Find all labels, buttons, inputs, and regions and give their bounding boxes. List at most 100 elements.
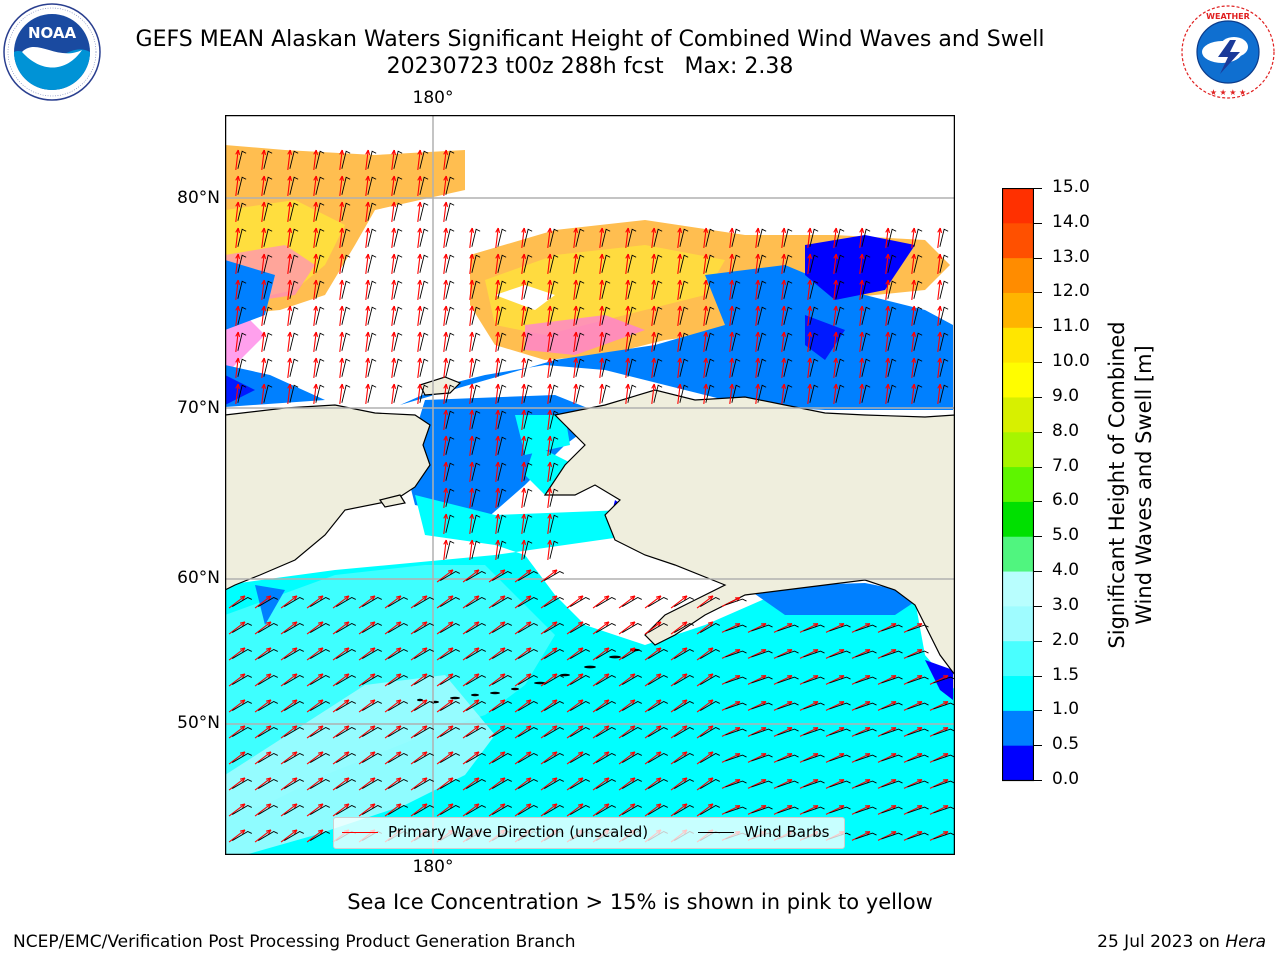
wave-direction-arrowhead <box>469 331 475 338</box>
wind-barb <box>492 596 512 607</box>
wind-barb <box>674 726 694 737</box>
wind-barb <box>549 306 559 325</box>
wave-direction-arrow <box>670 751 688 765</box>
wave-direction-arrowhead <box>313 175 319 182</box>
wave-direction-arrow <box>514 673 532 687</box>
wind-barb <box>523 228 533 247</box>
wave-direction-arrowhead <box>911 357 917 364</box>
wave-direction-arrowhead <box>651 227 657 234</box>
colorbar-tick-label: 1.0 <box>1052 699 1080 720</box>
wave-direction-arrow <box>391 358 395 378</box>
wind-barb <box>497 254 507 273</box>
wave-direction-arrowhead <box>261 331 267 338</box>
wind-barb <box>466 570 486 581</box>
wind-barb <box>751 676 773 684</box>
colorbar-segment <box>1002 675 1034 711</box>
wave-direction-arrowhead <box>885 331 891 338</box>
wave-direction-arrowhead <box>577 647 584 653</box>
wind-barb <box>700 596 720 607</box>
wave-direction-arrow <box>573 332 577 352</box>
wave-direction-arrowhead <box>287 383 293 390</box>
svg-text:WEATHER: WEATHER <box>1206 12 1250 21</box>
wind-barb <box>855 702 877 710</box>
wave-direction-arrow <box>313 358 317 378</box>
wind-barb <box>933 832 955 840</box>
wind-barb <box>809 254 819 273</box>
colorbar-tick-label: 1.5 <box>1052 664 1080 685</box>
wave-direction-arrowhead <box>781 331 787 338</box>
wave-direction-arrow <box>696 699 714 713</box>
wave-direction-arrowhead <box>833 357 839 364</box>
wave-direction-arrowhead <box>547 461 553 468</box>
wind-barb <box>939 254 949 273</box>
wind-barb <box>700 674 720 685</box>
wave-direction-arrow <box>495 254 499 274</box>
wave-direction-legend-label: Primary Wave Direction (unscaled) <box>388 823 649 841</box>
wind-barb <box>237 254 247 273</box>
wave-direction-arrow <box>618 803 636 817</box>
colorbar-tick-label: 11.0 <box>1052 316 1090 337</box>
wave-direction-arrowhead <box>525 621 532 627</box>
colorbar-segment <box>1002 640 1034 677</box>
wave-direction-arrow <box>729 228 733 248</box>
colorbar-segment <box>1002 466 1034 502</box>
wave-direction-arrowhead <box>547 487 553 494</box>
wave-direction-arrowhead <box>395 803 402 809</box>
wind-barb <box>549 488 559 507</box>
wind-barb <box>232 830 252 841</box>
wind-barb <box>471 358 481 377</box>
wave-direction-arrow <box>851 649 871 659</box>
wind-barb <box>679 332 689 351</box>
wind-barb <box>700 752 720 763</box>
wind-barb <box>544 596 564 607</box>
wind-barb <box>777 650 799 658</box>
wave-direction-arrow <box>306 751 324 765</box>
wind-barb <box>289 228 299 247</box>
wave-direction-arrow <box>644 621 662 635</box>
wind-barb <box>466 778 486 789</box>
wave-direction-arrowhead <box>629 777 636 783</box>
colorbar-tick-mark <box>1034 257 1042 259</box>
wave-direction-arrow <box>547 306 551 326</box>
wind-barb <box>367 176 377 195</box>
wave-direction-arrow <box>443 384 447 404</box>
wave-direction-arrow <box>521 228 525 248</box>
wave-direction-arrowhead <box>655 621 662 627</box>
wind-barb <box>393 176 403 195</box>
wave-direction-arrowhead <box>651 331 657 338</box>
wind-barb <box>310 830 330 841</box>
wave-direction-arrow <box>773 753 793 763</box>
colorbar-tick-label: 14.0 <box>1052 211 1090 232</box>
wave-direction-arrow <box>721 753 741 763</box>
wave-direction-arrow <box>703 358 707 378</box>
wind-barb <box>367 306 377 325</box>
colorbar-segment <box>1002 571 1034 607</box>
wind-barb <box>907 754 929 762</box>
wave-direction-arrowhead <box>469 487 475 494</box>
wind-barb <box>887 384 897 403</box>
wind-barb <box>549 358 559 377</box>
wind-barb <box>497 358 507 377</box>
wind-barb <box>310 622 330 633</box>
wave-direction-arrow <box>228 621 246 635</box>
wind-barb <box>341 176 351 195</box>
wind-barb <box>544 570 564 581</box>
wind-barb <box>336 778 356 789</box>
colorbar-label-line2: Wind Waves and Swell [m] <box>1132 345 1156 625</box>
wave-direction-arrow <box>540 569 558 583</box>
wave-direction-arrow <box>469 332 473 352</box>
wave-direction-arrowhead <box>551 803 558 809</box>
wave-direction-arrowhead <box>937 383 943 390</box>
wind-barb <box>575 254 585 273</box>
wave-direction-arrowhead <box>859 331 865 338</box>
wave-direction-arrow <box>807 332 811 352</box>
wave-direction-arrow <box>807 384 811 404</box>
wind-barb <box>523 332 533 351</box>
wave-direction-arrow <box>391 384 395 404</box>
wind-barb <box>835 332 845 351</box>
wave-direction-arrowhead <box>239 725 246 731</box>
wave-direction-arrow <box>566 673 584 687</box>
colorbar-tick-label: 7.0 <box>1052 455 1080 476</box>
wave-direction-arrow <box>280 803 298 817</box>
wave-direction-arrowhead <box>577 803 584 809</box>
